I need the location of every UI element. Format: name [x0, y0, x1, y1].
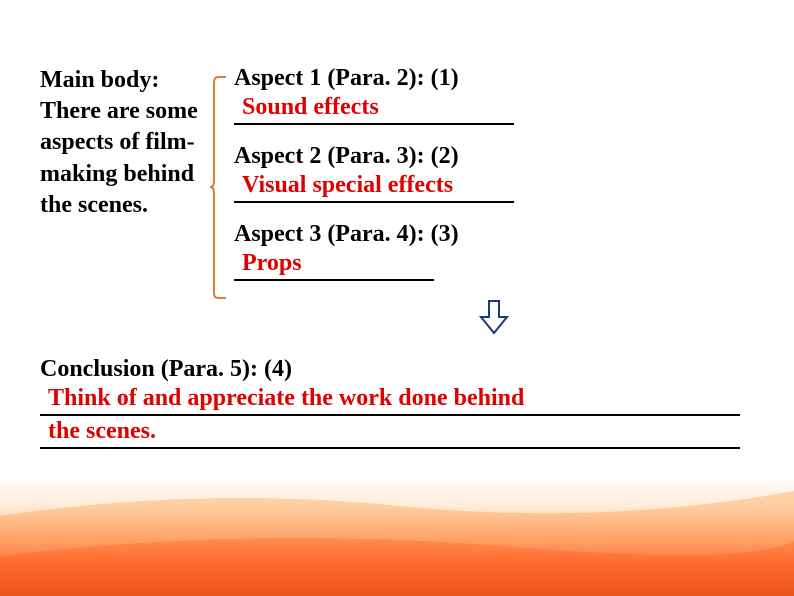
- main-body-label: Main body: There are some aspects of fil…: [40, 65, 210, 348]
- conclusion-answer-line2: the scenes.: [40, 418, 740, 449]
- bg-curve-decoration: [0, 456, 794, 596]
- conclusion-label: Conclusion (Para. 5): (4): [40, 356, 754, 383]
- aspect-3-label: Aspect 3 (Para. 4): (3): [234, 221, 754, 248]
- aspect-1-label: Aspect 1 (Para. 2): (1): [234, 65, 754, 92]
- aspect-1-block: Aspect 1 (Para. 2): (1) Sound effects: [234, 65, 754, 125]
- aspects-column: Aspect 1 (Para. 2): (1) Sound effects As…: [234, 65, 754, 348]
- conclusion-answer-1: Think of and appreciate the work done be…: [40, 385, 524, 411]
- aspect-2-block: Aspect 2 (Para. 3): (2) Visual special e…: [234, 143, 754, 203]
- down-arrow-icon: [479, 299, 509, 335]
- aspect-3-block: Aspect 3 (Para. 4): (3) Props: [234, 221, 754, 281]
- aspect-2-answer: Visual special effects: [234, 172, 453, 198]
- aspect-1-answer-line: Sound effects: [234, 94, 514, 125]
- slide-container: Main body: There are some aspects of fil…: [0, 0, 794, 596]
- aspect-3-answer-line: Props: [234, 250, 434, 281]
- arrow-wrap: [234, 299, 754, 340]
- conclusion-section: Conclusion (Para. 5): (4) Think of and a…: [40, 356, 754, 449]
- bg-gradient-decoration: [0, 476, 794, 596]
- aspect-2-answer-line: Visual special effects: [234, 172, 514, 203]
- main-row: Main body: There are some aspects of fil…: [40, 65, 754, 348]
- aspect-1-answer: Sound effects: [234, 94, 379, 120]
- conclusion-answer-line1: Think of and appreciate the work done be…: [40, 385, 740, 416]
- aspect-3-answer: Props: [234, 250, 302, 276]
- bracket-icon: [210, 75, 228, 300]
- conclusion-answer-2: the scenes.: [40, 418, 156, 444]
- aspect-2-label: Aspect 2 (Para. 3): (2): [234, 143, 754, 170]
